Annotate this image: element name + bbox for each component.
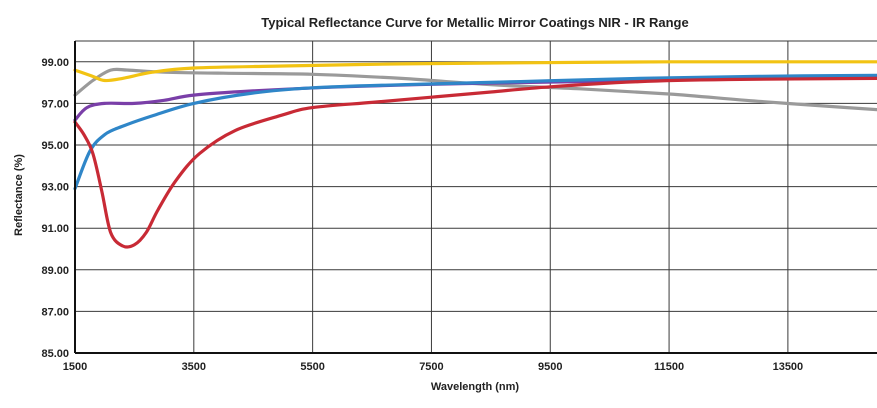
x-tick-label: 13500 [773,361,804,373]
series-line-5 [73,76,877,249]
x-tick-label: 9500 [538,361,562,373]
axes [74,41,877,354]
y-tick-label: 93.00 [41,182,69,194]
y-tick-label: 95.00 [41,140,69,152]
y-tick-label: 99.00 [41,57,69,69]
x-axis-label: Wavelength (nm) [431,381,520,393]
y-tick-label: 89.00 [41,265,69,277]
y-tick-label: 91.00 [41,223,69,235]
grid-lines [74,40,877,354]
series-lines [73,60,877,249]
series-line-2 [73,60,877,83]
y-tick-label: 97.00 [41,98,69,110]
x-tick-label: 7500 [419,361,443,373]
x-tick-label: 5500 [300,361,324,373]
y-axis-label: Reflectance (%) [13,154,25,236]
y-tick-label: 87.00 [41,306,69,318]
series-line-1 [73,67,877,112]
y-tick-labels: 85.00 87.00 89.00 91.00 93.00 95.00 97.00 99.00 [41,57,69,360]
x-tick-label: 11500 [654,361,684,373]
x-tick-label: 1500 [63,361,87,373]
x-tick-labels: 1500 3500 5500 7500 9500 11500 13500 [63,361,803,373]
series-line-4 [73,73,877,191]
x-tick-label: 3500 [182,361,206,373]
y-tick-label: 85.00 [41,348,69,360]
chart-title: Typical Reflectance Curve for Metallic M… [261,15,688,30]
